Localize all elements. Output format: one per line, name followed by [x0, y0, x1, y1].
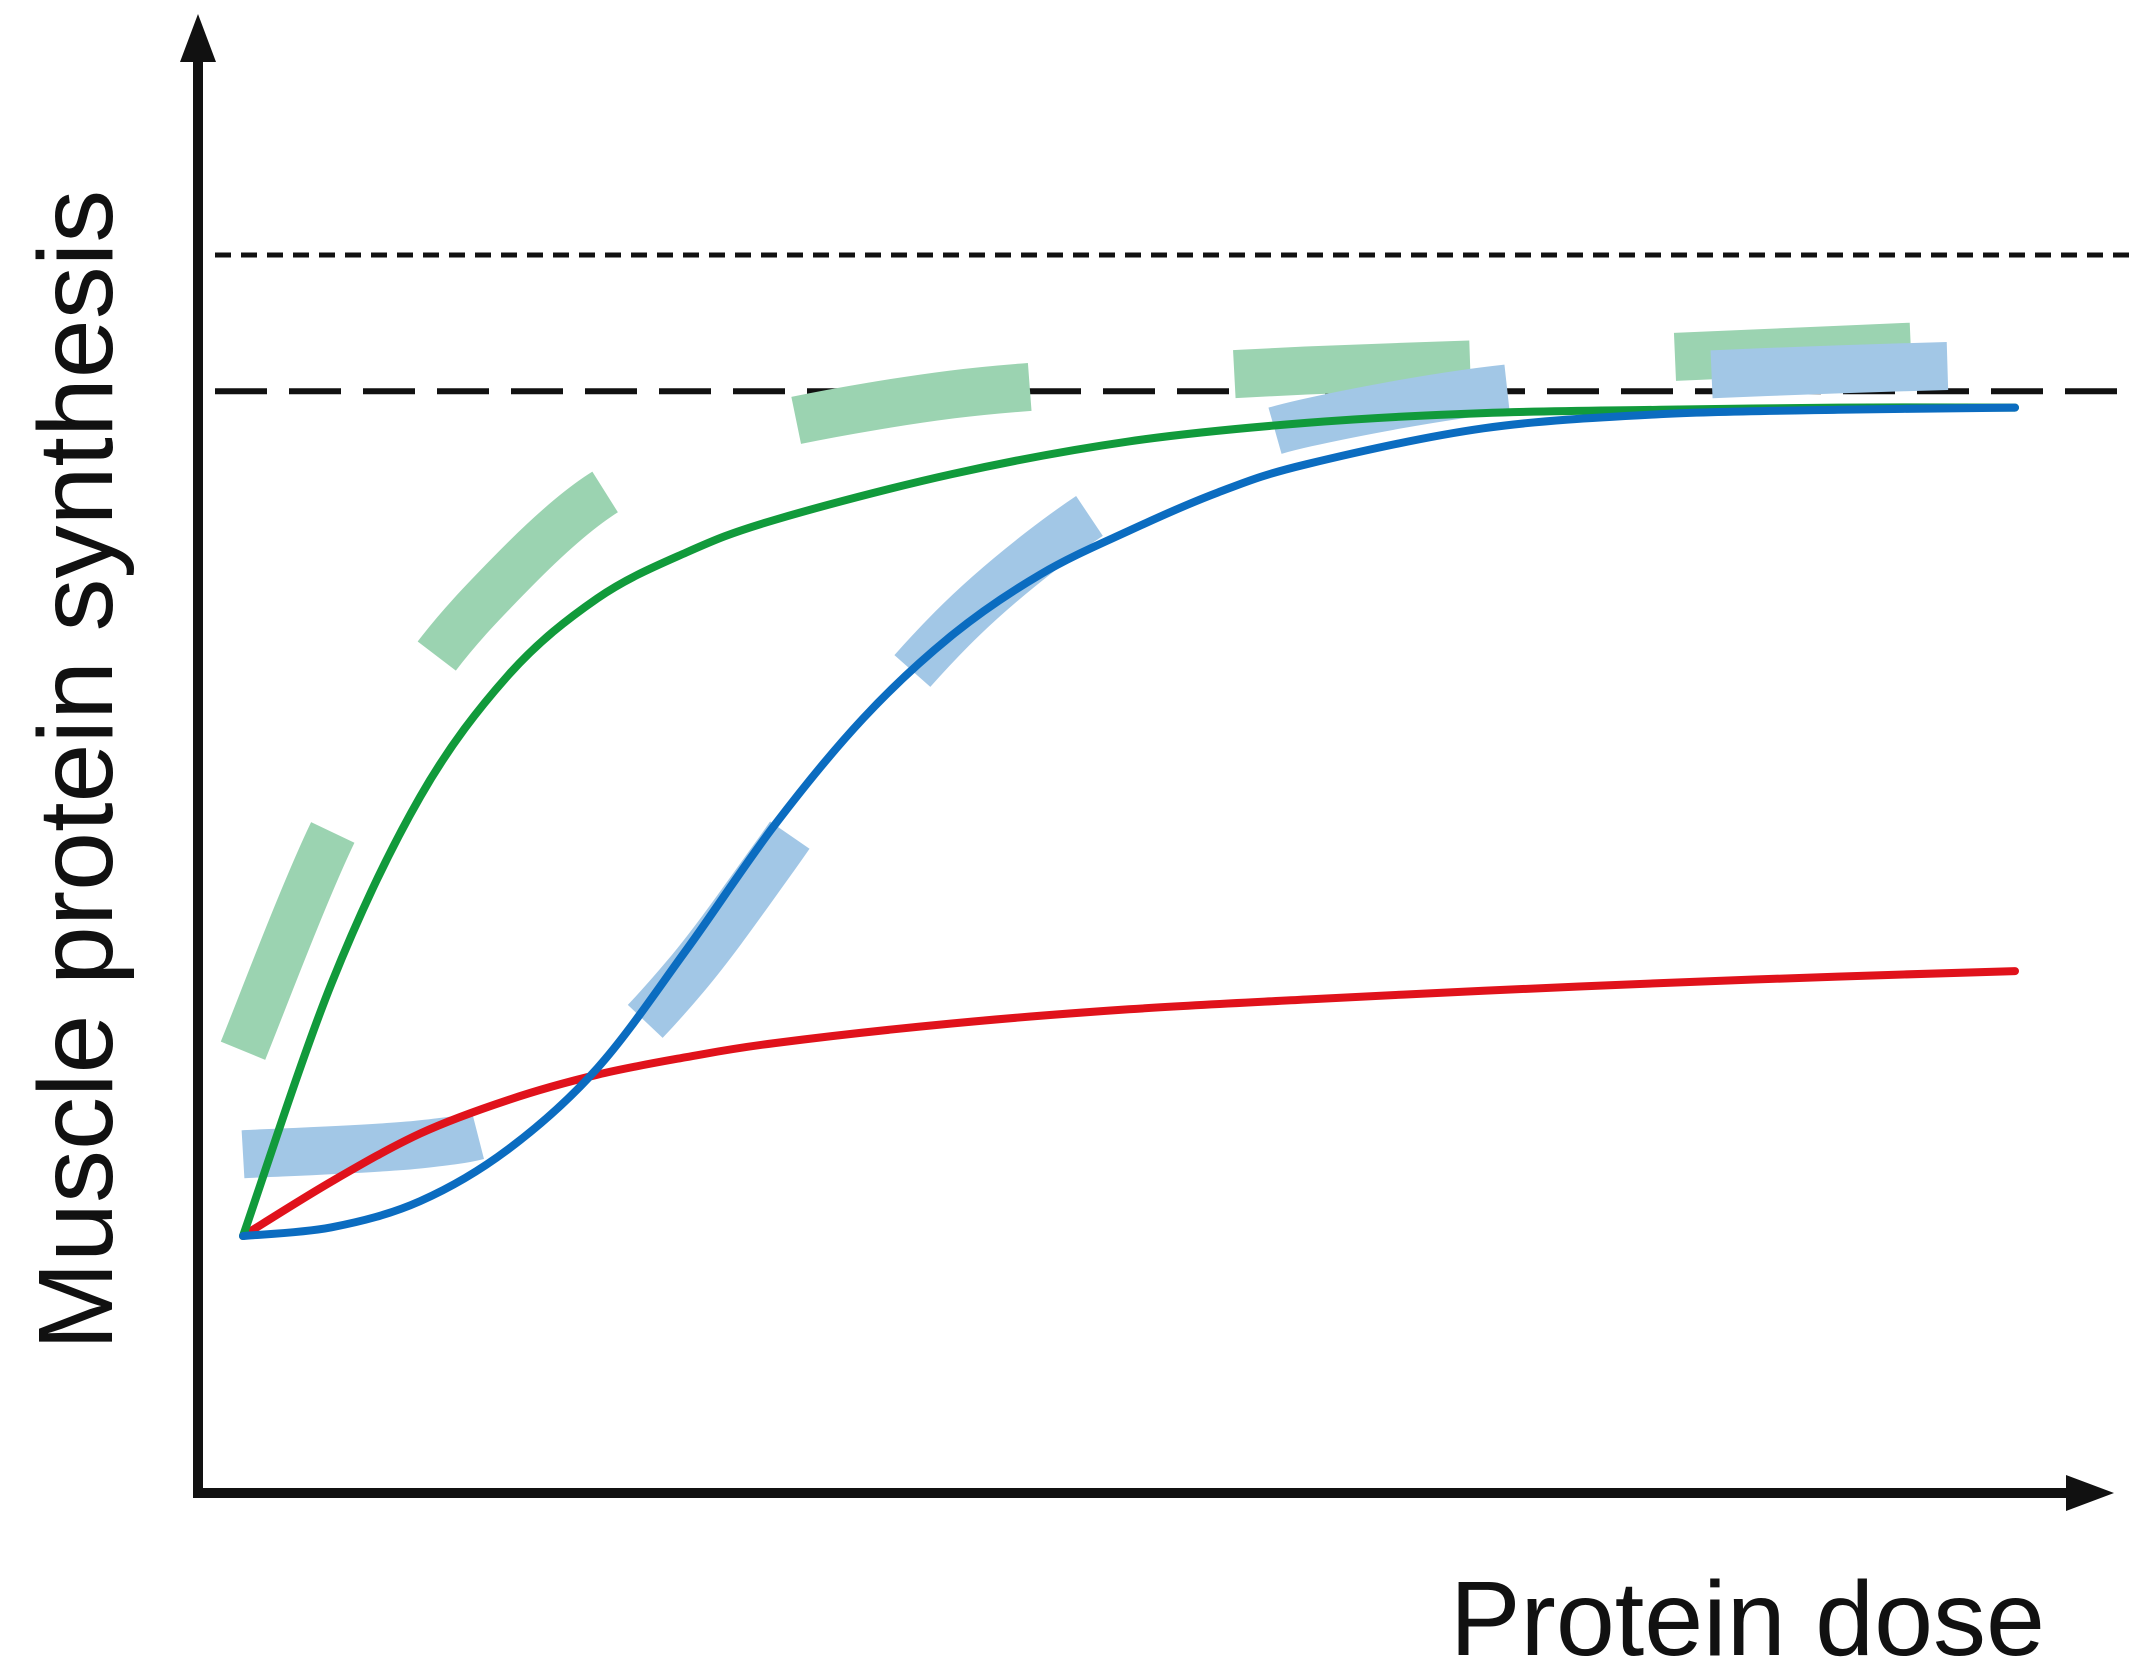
dashed-series: [220, 318, 2017, 1179]
y-axis-label: Muscle protein synthesis: [17, 190, 135, 1351]
solid-series-line-2: [239, 403, 2019, 1240]
x-axis-arrowhead: [2066, 1475, 2114, 1511]
dashed-series-line-1: [220, 318, 2017, 1060]
dashed-series-line-2: [241, 340, 2016, 1179]
solid-series-line-1: [239, 967, 2019, 1240]
y-axis-arrowhead: [180, 14, 216, 62]
axes: [180, 14, 2114, 1511]
solid-series: [239, 403, 2019, 1240]
x-axis-label: Protein dose: [1450, 1560, 2045, 1677]
solid-series-line-3: [239, 403, 2019, 1240]
